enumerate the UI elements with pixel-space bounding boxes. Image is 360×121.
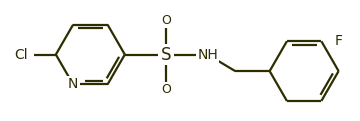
Text: F: F — [334, 34, 343, 48]
Text: O: O — [161, 14, 171, 26]
Text: N: N — [68, 77, 78, 91]
Text: O: O — [161, 83, 171, 95]
Text: NH: NH — [197, 48, 218, 62]
Text: Cl: Cl — [14, 48, 28, 62]
Text: S: S — [161, 45, 171, 64]
